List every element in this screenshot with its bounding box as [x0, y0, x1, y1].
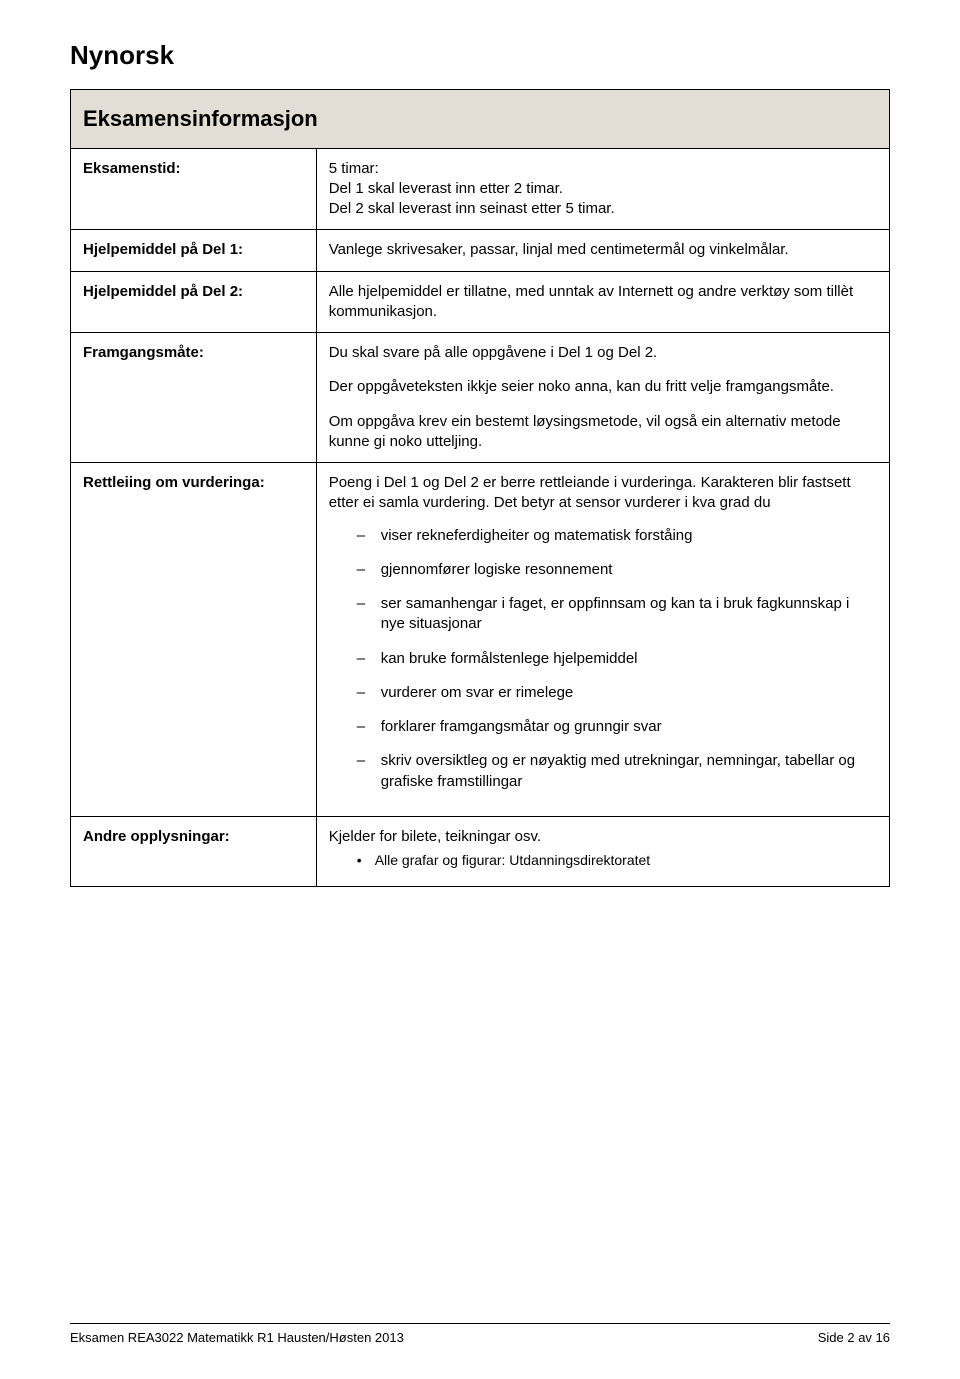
list-item: gjennomfører logiske resonnement — [357, 560, 877, 580]
list-item: skriv oversiktleg og er nøyaktig med utr… — [357, 751, 877, 792]
bullet-list: Alle grafar og figurar: Utdanningsdirekt… — [329, 851, 877, 870]
list-item: forklarer framgangsmåtar og grunngir sva… — [357, 717, 877, 737]
table-row: Framgangsmåte: Du skal svare på alle opp… — [71, 333, 890, 463]
paragraph: Poeng i Del 1 og Del 2 er berre rettleia… — [329, 473, 877, 514]
paragraph: Du skal svare på alle oppgåvene i Del 1 … — [329, 343, 877, 363]
text-line: Del 2 skal leverast inn seinast etter 5 … — [329, 199, 877, 219]
row-label-hjelp1: Hjelpemiddel på Del 1: — [71, 230, 317, 271]
row-value-framgang: Du skal svare på alle oppgåvene i Del 1 … — [316, 333, 889, 463]
exam-info-table: Eksamensinformasjon Eksamenstid: 5 timar… — [70, 89, 890, 887]
list-item: vurderer om svar er rimelege — [357, 683, 877, 703]
table-row: Hjelpemiddel på Del 2: Alle hjelpemiddel… — [71, 271, 890, 333]
paragraph: Der oppgåveteksten ikkje seier noko anna… — [329, 377, 877, 397]
row-label-eksamenstid: Eksamenstid: — [71, 148, 317, 230]
table-header: Eksamensinformasjon — [71, 90, 890, 149]
list-item: Alle grafar og figurar: Utdanningsdirekt… — [357, 851, 877, 870]
row-label-hjelp2: Hjelpemiddel på Del 2: — [71, 271, 317, 333]
row-value-andre: Kjelder for bilete, teikningar osv. Alle… — [316, 816, 889, 886]
row-value-rettleiing: Poeng i Del 1 og Del 2 er berre rettleia… — [316, 463, 889, 817]
row-value-hjelp2: Alle hjelpemiddel er tillatne, med unnta… — [316, 271, 889, 333]
text-line: Del 1 skal leverast inn etter 2 timar. — [329, 179, 877, 199]
row-label-andre: Andre opplysningar: — [71, 816, 317, 886]
table-row: Rettleiing om vurderinga: Poeng i Del 1 … — [71, 463, 890, 817]
text-line: 5 timar: — [329, 159, 877, 179]
row-value-hjelp1: Vanlege skrivesaker, passar, linjal med … — [316, 230, 889, 271]
row-label-rettleiing: Rettleiing om vurderinga: — [71, 463, 317, 817]
bullet-list: viser rekneferdigheiter og matematisk fo… — [329, 526, 877, 792]
list-item: kan bruke formålstenlege hjelpemiddel — [357, 649, 877, 669]
table-row: Hjelpemiddel på Del 1: Vanlege skrivesak… — [71, 230, 890, 271]
row-value-eksamenstid: 5 timar: Del 1 skal leverast inn etter 2… — [316, 148, 889, 230]
paragraph: Kjelder for bilete, teikningar osv. — [329, 827, 877, 847]
list-item: viser rekneferdigheiter og matematisk fo… — [357, 526, 877, 546]
row-label-framgang: Framgangsmåte: — [71, 333, 317, 463]
list-item: ser samanhengar i faget, er oppfinnsam o… — [357, 594, 877, 635]
table-row: Eksamenstid: 5 timar: Del 1 skal leveras… — [71, 148, 890, 230]
language-heading: Nynorsk — [70, 40, 890, 71]
paragraph: Om oppgåva krev ein bestemt løysingsmeto… — [329, 412, 877, 453]
page-footer: Eksamen REA3022 Matematikk R1 Hausten/Hø… — [70, 1323, 890, 1345]
footer-right: Side 2 av 16 — [818, 1330, 890, 1345]
footer-left: Eksamen REA3022 Matematikk R1 Hausten/Hø… — [70, 1330, 404, 1345]
table-row: Andre opplysningar: Kjelder for bilete, … — [71, 816, 890, 886]
